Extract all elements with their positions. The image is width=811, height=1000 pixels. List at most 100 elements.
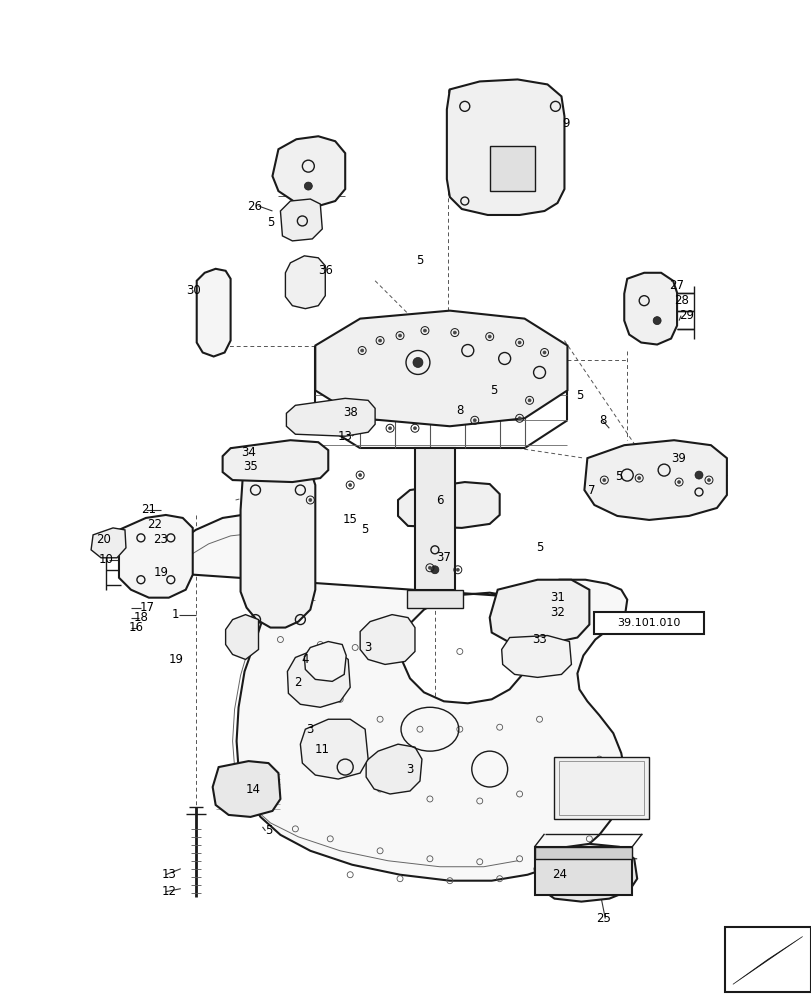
Polygon shape: [240, 460, 315, 628]
Text: 5: 5: [615, 470, 622, 483]
Polygon shape: [286, 398, 375, 436]
Circle shape: [358, 474, 361, 477]
Polygon shape: [397, 482, 499, 528]
Polygon shape: [406, 590, 462, 608]
Text: 28: 28: [674, 294, 689, 307]
Text: 10: 10: [98, 553, 114, 566]
Text: 5: 5: [267, 216, 274, 229]
Polygon shape: [732, 937, 801, 984]
Text: 15: 15: [342, 513, 357, 526]
Text: 6: 6: [436, 494, 443, 507]
Polygon shape: [304, 642, 345, 681]
Text: 4: 4: [301, 653, 309, 666]
Polygon shape: [315, 311, 567, 426]
Text: 5: 5: [575, 389, 582, 402]
Text: 26: 26: [247, 200, 262, 213]
Text: 20: 20: [97, 533, 111, 546]
Polygon shape: [584, 440, 726, 520]
Text: 5: 5: [489, 384, 497, 397]
Text: 3: 3: [364, 641, 371, 654]
Circle shape: [543, 351, 545, 354]
Text: 27: 27: [669, 279, 684, 292]
Circle shape: [423, 329, 426, 332]
Text: 5: 5: [361, 523, 368, 536]
Text: 30: 30: [186, 284, 201, 297]
Text: 8: 8: [599, 414, 607, 427]
Circle shape: [652, 317, 660, 325]
Text: 5: 5: [416, 254, 423, 267]
Circle shape: [637, 477, 640, 480]
Polygon shape: [366, 744, 422, 794]
Circle shape: [487, 335, 491, 338]
Circle shape: [527, 399, 530, 402]
Text: 5: 5: [264, 824, 272, 837]
Polygon shape: [280, 199, 322, 241]
Bar: [534, 847, 632, 895]
Text: 13: 13: [337, 430, 352, 443]
Circle shape: [428, 566, 431, 569]
Circle shape: [706, 479, 710, 482]
Text: 11: 11: [315, 743, 329, 756]
Text: 2: 2: [294, 676, 302, 689]
Text: 18: 18: [133, 611, 148, 624]
Polygon shape: [287, 649, 350, 707]
Polygon shape: [360, 615, 414, 664]
Circle shape: [413, 427, 416, 430]
Text: 25: 25: [595, 912, 610, 925]
Polygon shape: [501, 636, 571, 677]
Text: 35: 35: [242, 460, 258, 473]
Text: 1: 1: [172, 608, 179, 621]
Text: 3: 3: [307, 723, 314, 736]
Circle shape: [413, 357, 423, 367]
Circle shape: [694, 471, 702, 479]
Circle shape: [388, 427, 391, 430]
Circle shape: [308, 499, 311, 501]
Polygon shape: [534, 844, 637, 902]
Circle shape: [348, 484, 351, 487]
Text: 39: 39: [671, 452, 685, 465]
Text: 37: 37: [436, 551, 451, 564]
Text: 8: 8: [456, 404, 463, 417]
Circle shape: [360, 349, 363, 352]
Circle shape: [602, 479, 605, 482]
Text: 7: 7: [587, 484, 594, 497]
Text: 17: 17: [139, 601, 154, 614]
Circle shape: [431, 566, 439, 574]
Text: 29: 29: [679, 309, 693, 322]
Bar: [559, 761, 643, 815]
Polygon shape: [196, 269, 230, 356]
Polygon shape: [624, 273, 676, 345]
Circle shape: [398, 334, 401, 337]
Text: 12: 12: [161, 885, 176, 898]
Text: 31: 31: [549, 591, 564, 604]
Circle shape: [517, 417, 521, 420]
Text: 19: 19: [168, 653, 183, 666]
Circle shape: [378, 339, 381, 342]
Text: 21: 21: [141, 503, 157, 516]
Polygon shape: [489, 146, 534, 191]
Polygon shape: [414, 448, 454, 590]
Text: 36: 36: [317, 264, 333, 277]
Polygon shape: [91, 528, 126, 558]
Polygon shape: [285, 256, 325, 309]
Circle shape: [456, 568, 459, 571]
Polygon shape: [222, 440, 328, 482]
Text: 23: 23: [153, 533, 168, 546]
Text: 39.101.010: 39.101.010: [616, 618, 680, 628]
Polygon shape: [446, 79, 564, 215]
Circle shape: [517, 341, 521, 344]
Text: 38: 38: [342, 406, 357, 419]
Circle shape: [304, 182, 312, 190]
Polygon shape: [151, 514, 626, 881]
Polygon shape: [272, 136, 345, 206]
Polygon shape: [225, 615, 258, 659]
Polygon shape: [489, 580, 589, 645]
Polygon shape: [212, 761, 280, 817]
Polygon shape: [534, 847, 632, 859]
Text: 19: 19: [153, 566, 168, 579]
Text: 3: 3: [406, 763, 413, 776]
Bar: [594, 612, 703, 634]
Text: 5: 5: [535, 541, 543, 554]
Text: 22: 22: [147, 518, 162, 531]
Text: 24: 24: [551, 868, 566, 881]
